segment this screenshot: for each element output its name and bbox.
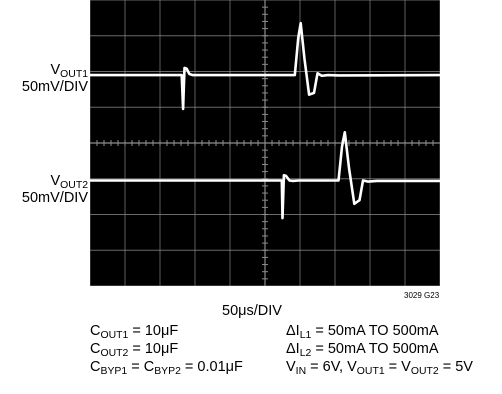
condition-vin-vout: VIN = 6V, VOUT1 = VOUT2 = 5V [286,359,473,377]
condition-cbyp: CBYP1 = CBYP2 = 0.01μF [90,359,243,377]
vout2-scale: 50mV/DIV [21,190,88,206]
vout1-label: VOUT1 50mV/DIV [22,62,88,96]
condition-dil1: ΔIL1 = 50mA TO 500mA [286,323,439,341]
vout1-scale: 50mV/DIV [21,79,88,95]
trace-vout1 [90,21,440,111]
vout1-name: VOUT1 [50,62,88,80]
vout2-label: VOUT2 50mV/DIV [22,173,88,207]
condition-dil2: ΔIL2 = 50mA TO 500mA [286,341,439,359]
scope-screen [90,0,440,286]
trace-vout2 [90,131,440,220]
condition-cout1: COUT1 = 10μF [90,323,179,341]
vout2-name: VOUT2 [50,173,88,191]
x-axis-label: 50μs/DIV [222,303,282,319]
figure-id: 3029 G23 [404,291,440,300]
condition-cout2: COUT2 = 10μF [90,341,179,359]
